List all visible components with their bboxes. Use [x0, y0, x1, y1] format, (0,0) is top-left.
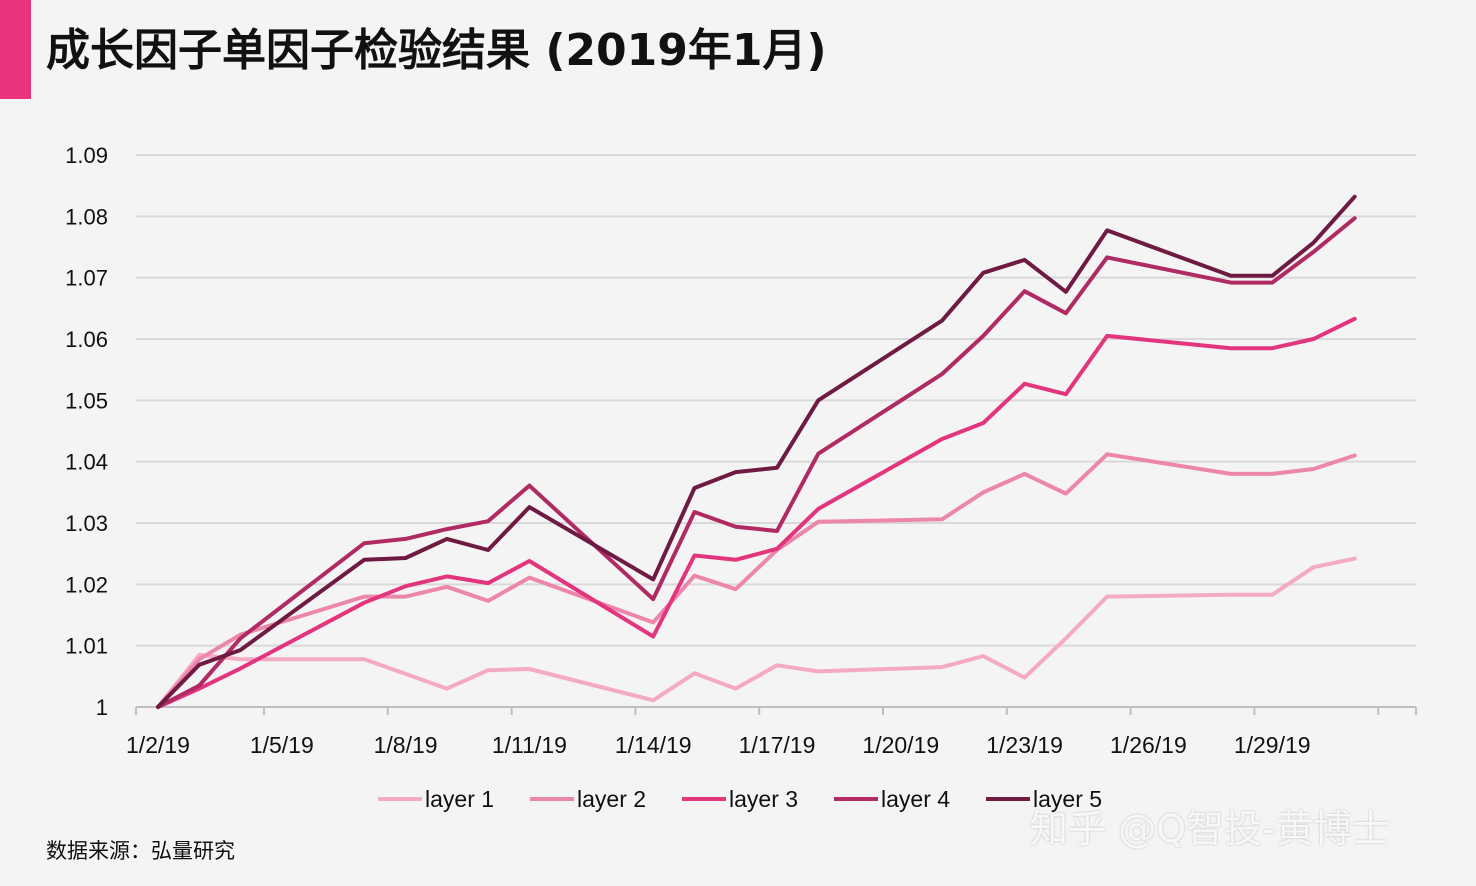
legend-label-layer-1: layer 1: [425, 786, 494, 812]
title-accent-bar: [0, 0, 31, 99]
x-tick-label: 1/17/19: [739, 732, 816, 758]
x-tick-label: 1/2/19: [126, 732, 190, 758]
y-tick-label: 1.04: [65, 450, 108, 475]
x-tick-label: 1/23/19: [986, 732, 1063, 758]
x-tick-label: 1/5/19: [250, 732, 314, 758]
y-tick-label: 1.01: [65, 634, 108, 659]
x-tick-label: 1/29/19: [1234, 732, 1311, 758]
x-tick-label: 1/20/19: [862, 732, 939, 758]
page-title: 成长因子单因子检验结果 (2019年1月): [46, 25, 827, 76]
series-line-layer-5: [156, 194, 1357, 709]
series-line-layer-3: [156, 316, 1357, 709]
y-tick-label: 1.05: [65, 388, 108, 413]
x-tick-label: 1/8/19: [374, 732, 438, 758]
y-tick-label: 1.08: [65, 204, 108, 229]
x-tick-label: 1/14/19: [615, 732, 692, 758]
y-tick-label: 1.07: [65, 266, 108, 291]
series-line-layer-1: [156, 556, 1357, 709]
legend-label-layer-2: layer 2: [577, 786, 646, 812]
y-tick-label: 1.09: [65, 143, 108, 168]
y-tick-label: 1.02: [65, 572, 108, 597]
source-note: 数据来源：弘量研究: [46, 839, 235, 863]
legend-label-layer-4: layer 4: [881, 786, 950, 812]
legend-label-layer-5: layer 5: [1033, 786, 1102, 812]
x-tick-label: 1/11/19: [492, 732, 567, 758]
y-tick-label: 1: [96, 695, 108, 720]
series-line-layer-4: [156, 216, 1357, 709]
y-tick-label: 1.06: [65, 327, 108, 352]
y-tick-label: 1.03: [65, 511, 108, 536]
legend-label-layer-3: layer 3: [729, 786, 798, 812]
x-tick-label: 1/26/19: [1110, 732, 1187, 758]
watermark: 知乎 @Q智投-黄博士: [1030, 807, 1390, 851]
